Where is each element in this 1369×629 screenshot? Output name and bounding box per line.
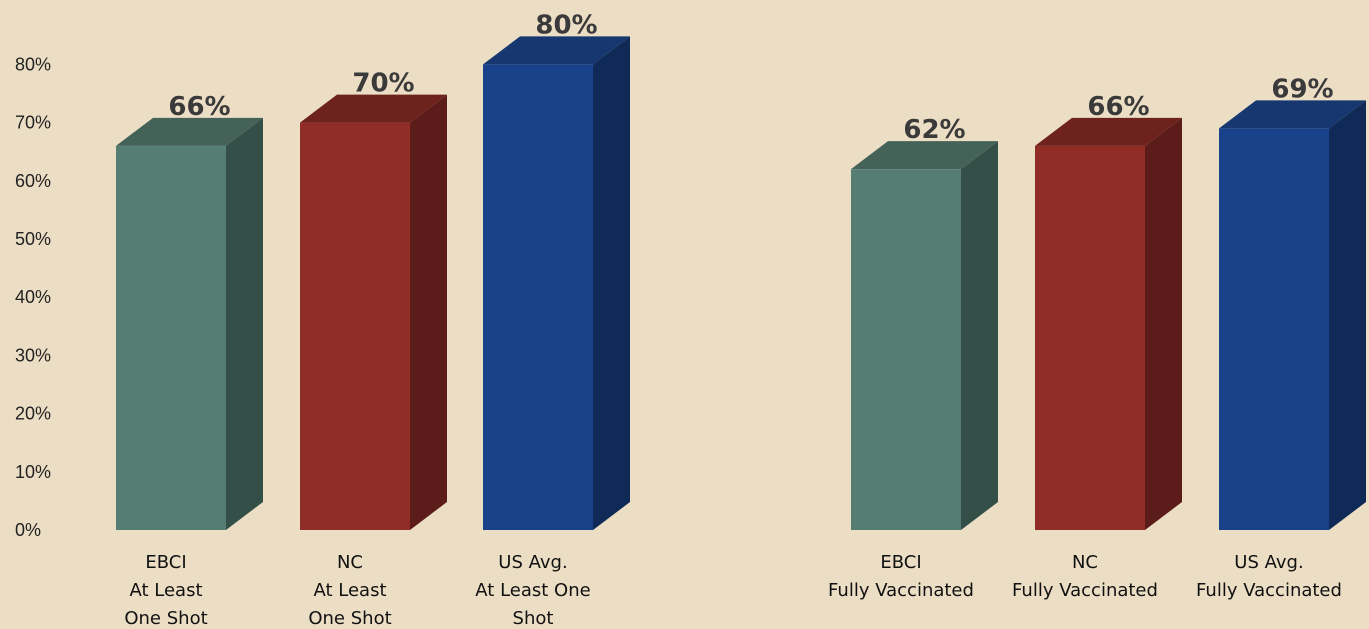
bar-front-face (483, 64, 593, 531)
bar-side-face (226, 117, 263, 530)
bar-top-face (300, 94, 447, 123)
y-tick-label: 10% (15, 462, 51, 482)
bar-value-label: 69% (1271, 74, 1333, 104)
category-label-line: NC (337, 552, 363, 573)
bar-top-face (1219, 100, 1366, 129)
bar-side-face (410, 94, 447, 530)
category-label-line: One Shot (308, 608, 391, 629)
bars (116, 36, 1366, 531)
category-label-line: EBCI (880, 552, 921, 573)
y-tick-label: 70% (15, 113, 51, 133)
category-label-line: At Least (129, 580, 202, 601)
category-label-line: Fully Vaccinated (828, 580, 974, 601)
y-tick-label: 60% (15, 171, 51, 191)
y-tick-label: 0% (15, 520, 41, 540)
y-tick-label: 40% (15, 287, 51, 307)
category-label-line: At Least (313, 580, 386, 601)
bar-top-face (483, 36, 630, 65)
category-label-line: One Shot (124, 608, 207, 629)
category-label-line: NC (1072, 552, 1098, 573)
bar-front-face (300, 122, 410, 530)
y-tick-label: 50% (15, 229, 51, 249)
bar-side-face (1329, 100, 1366, 531)
value-labels: 66% 70% 80% 62% 66% 69% (168, 10, 1333, 145)
bar-value-label: 62% (903, 115, 965, 145)
bar (300, 94, 447, 530)
bar-front-face (116, 145, 226, 530)
bar (1035, 117, 1182, 530)
bar-value-label: 70% (352, 69, 414, 99)
category-label-line: Shot (513, 608, 554, 629)
category-label-line: At Least One (475, 580, 590, 601)
bar (116, 117, 263, 530)
bar-front-face (1035, 145, 1145, 530)
bar (1219, 100, 1366, 531)
bar (483, 36, 630, 531)
bar-top-face (116, 117, 263, 146)
y-tick-label: 20% (15, 404, 51, 424)
category-label-line: US Avg. (1234, 552, 1303, 573)
bar-front-face (1219, 128, 1329, 531)
category-label-line: US Avg. (498, 552, 567, 573)
bar-value-label: 66% (1087, 92, 1149, 122)
bar-value-label: 66% (168, 92, 230, 122)
bar (851, 141, 998, 530)
bar-side-face (593, 36, 630, 531)
category-label-line: Fully Vaccinated (1012, 580, 1158, 601)
category-label-line: EBCI (145, 552, 186, 573)
bar-top-face (1035, 117, 1182, 146)
category-label-line: Fully Vaccinated (1196, 580, 1342, 601)
bar-value-label: 80% (535, 10, 597, 40)
y-axis: 0% 10% 20% 30% 40% 50% 60% 70% 80% (15, 54, 51, 540)
bar-side-face (1145, 117, 1182, 530)
bar-top-face (851, 141, 998, 170)
y-tick-label: 80% (15, 54, 51, 74)
bar-front-face (851, 169, 961, 530)
bar-side-face (961, 141, 998, 530)
y-tick-label: 30% (15, 345, 51, 365)
category-labels: EBCI At Least One Shot NC At Least One Shot US… (124, 552, 1342, 629)
